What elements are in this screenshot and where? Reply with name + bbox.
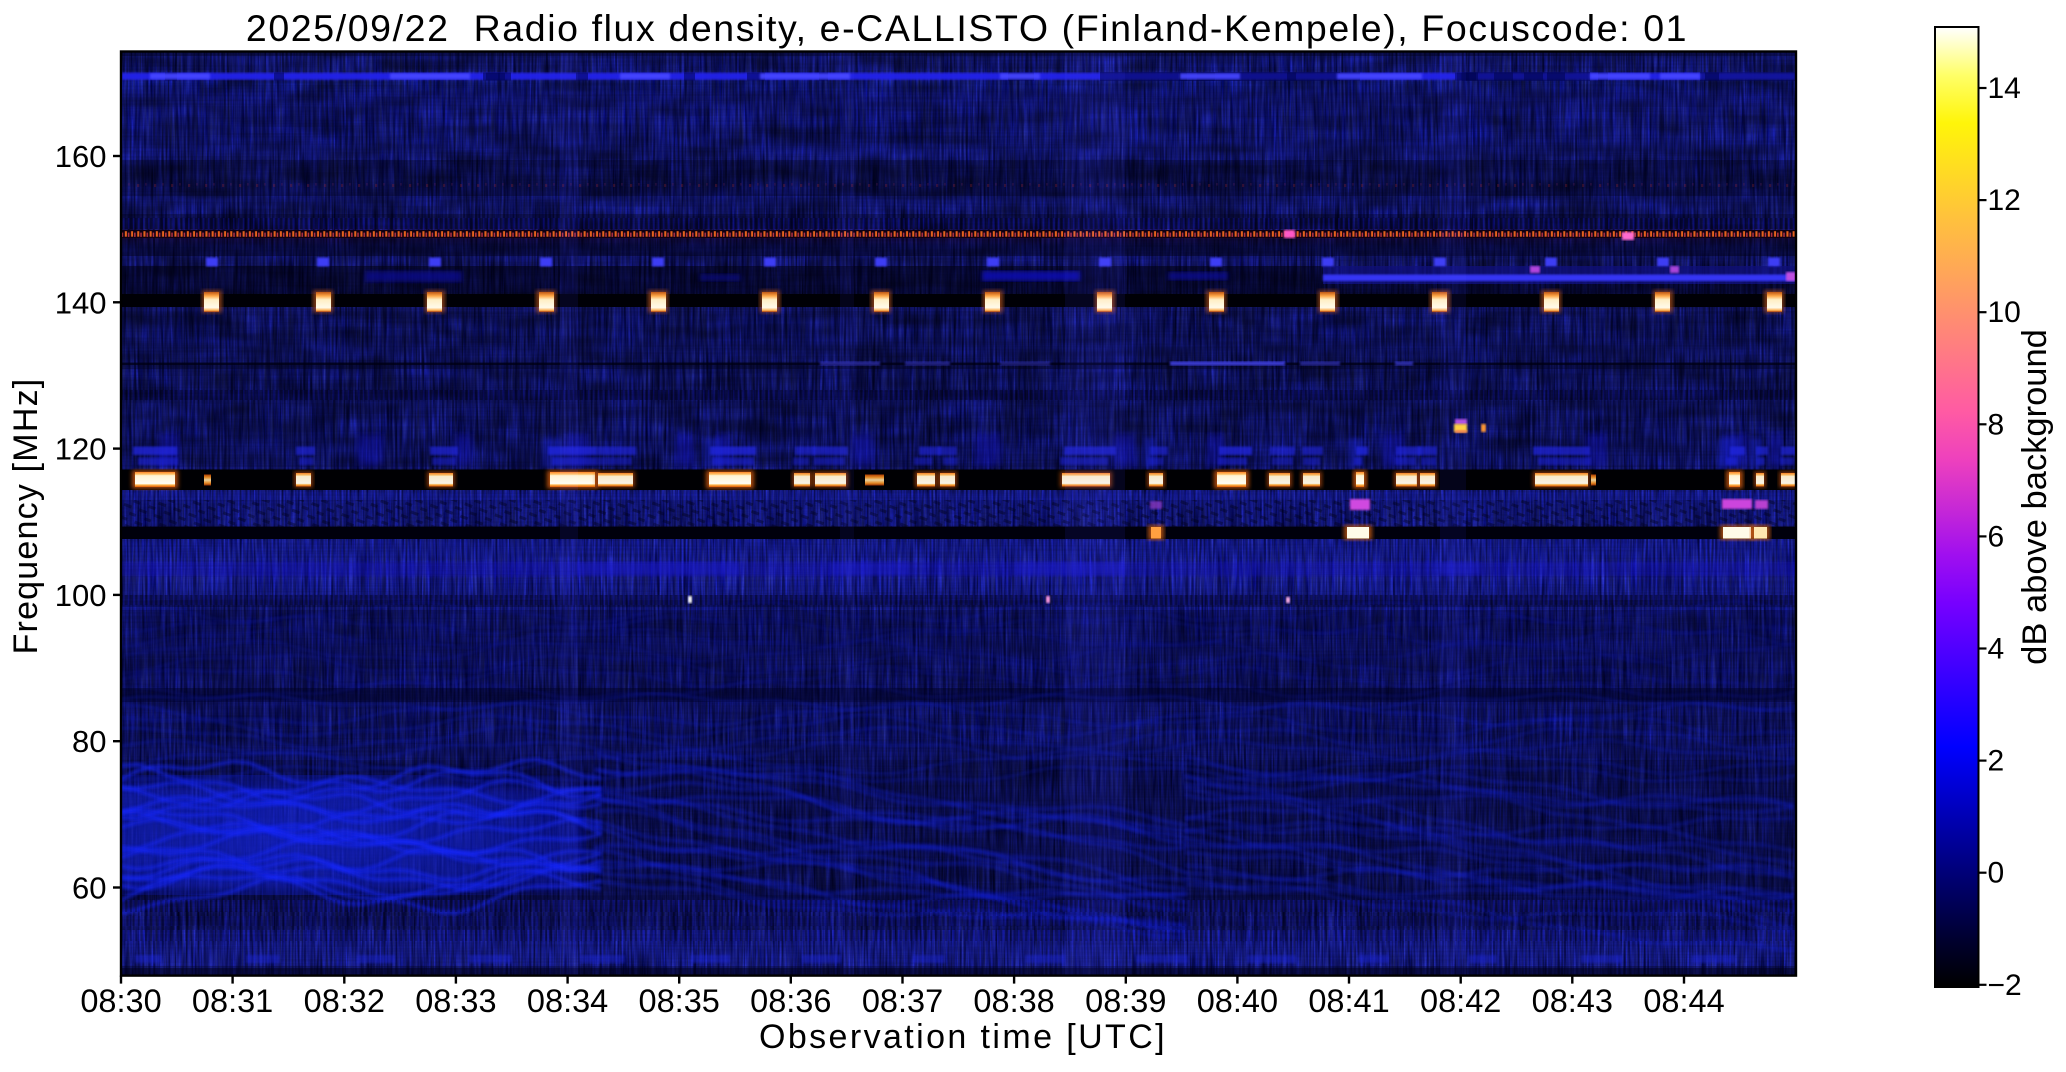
svg-text:6: 6 <box>1988 520 2005 553</box>
svg-text:Observation time [UTC]: Observation time [UTC] <box>759 1018 1167 1056</box>
svg-text:100: 100 <box>55 578 107 613</box>
svg-text:10: 10 <box>1988 296 2021 329</box>
svg-text:2025/09/22 Radio flux density: 2025/09/22 Radio flux density, e-CALLIST… <box>246 7 1688 49</box>
svg-text:08:33: 08:33 <box>415 983 496 1019</box>
svg-text:08:32: 08:32 <box>304 983 385 1019</box>
svg-text:08:35: 08:35 <box>639 983 720 1019</box>
svg-text:08:43: 08:43 <box>1532 983 1613 1019</box>
svg-text:08:42: 08:42 <box>1420 983 1501 1019</box>
svg-text:2: 2 <box>1988 745 2005 778</box>
svg-text:4: 4 <box>1988 633 2005 666</box>
svg-text:08:41: 08:41 <box>1308 983 1389 1019</box>
svg-text:8: 8 <box>1988 408 2005 441</box>
svg-text:08:36: 08:36 <box>750 983 831 1019</box>
svg-text:08:37: 08:37 <box>862 983 943 1019</box>
svg-text:140: 140 <box>55 285 107 320</box>
svg-text:12: 12 <box>1988 184 2021 217</box>
svg-text:08:40: 08:40 <box>1197 983 1278 1019</box>
svg-text:14: 14 <box>1988 72 2021 105</box>
svg-text:08:39: 08:39 <box>1085 983 1166 1019</box>
svg-text:0: 0 <box>1988 857 2005 890</box>
svg-text:80: 80 <box>72 724 106 759</box>
svg-text:60: 60 <box>72 871 106 906</box>
svg-text:120: 120 <box>55 432 107 467</box>
svg-text:−2: −2 <box>1988 969 2022 1002</box>
svg-text:08:34: 08:34 <box>527 983 608 1019</box>
svg-text:Frequency [MHz]: Frequency [MHz] <box>7 378 45 655</box>
svg-text:08:44: 08:44 <box>1643 983 1724 1019</box>
svg-text:08:30: 08:30 <box>80 983 161 1019</box>
svg-text:08:38: 08:38 <box>973 983 1054 1019</box>
svg-text:dB above background: dB above background <box>2016 329 2054 665</box>
svg-text:08:31: 08:31 <box>192 983 273 1019</box>
svg-text:160: 160 <box>55 139 107 174</box>
